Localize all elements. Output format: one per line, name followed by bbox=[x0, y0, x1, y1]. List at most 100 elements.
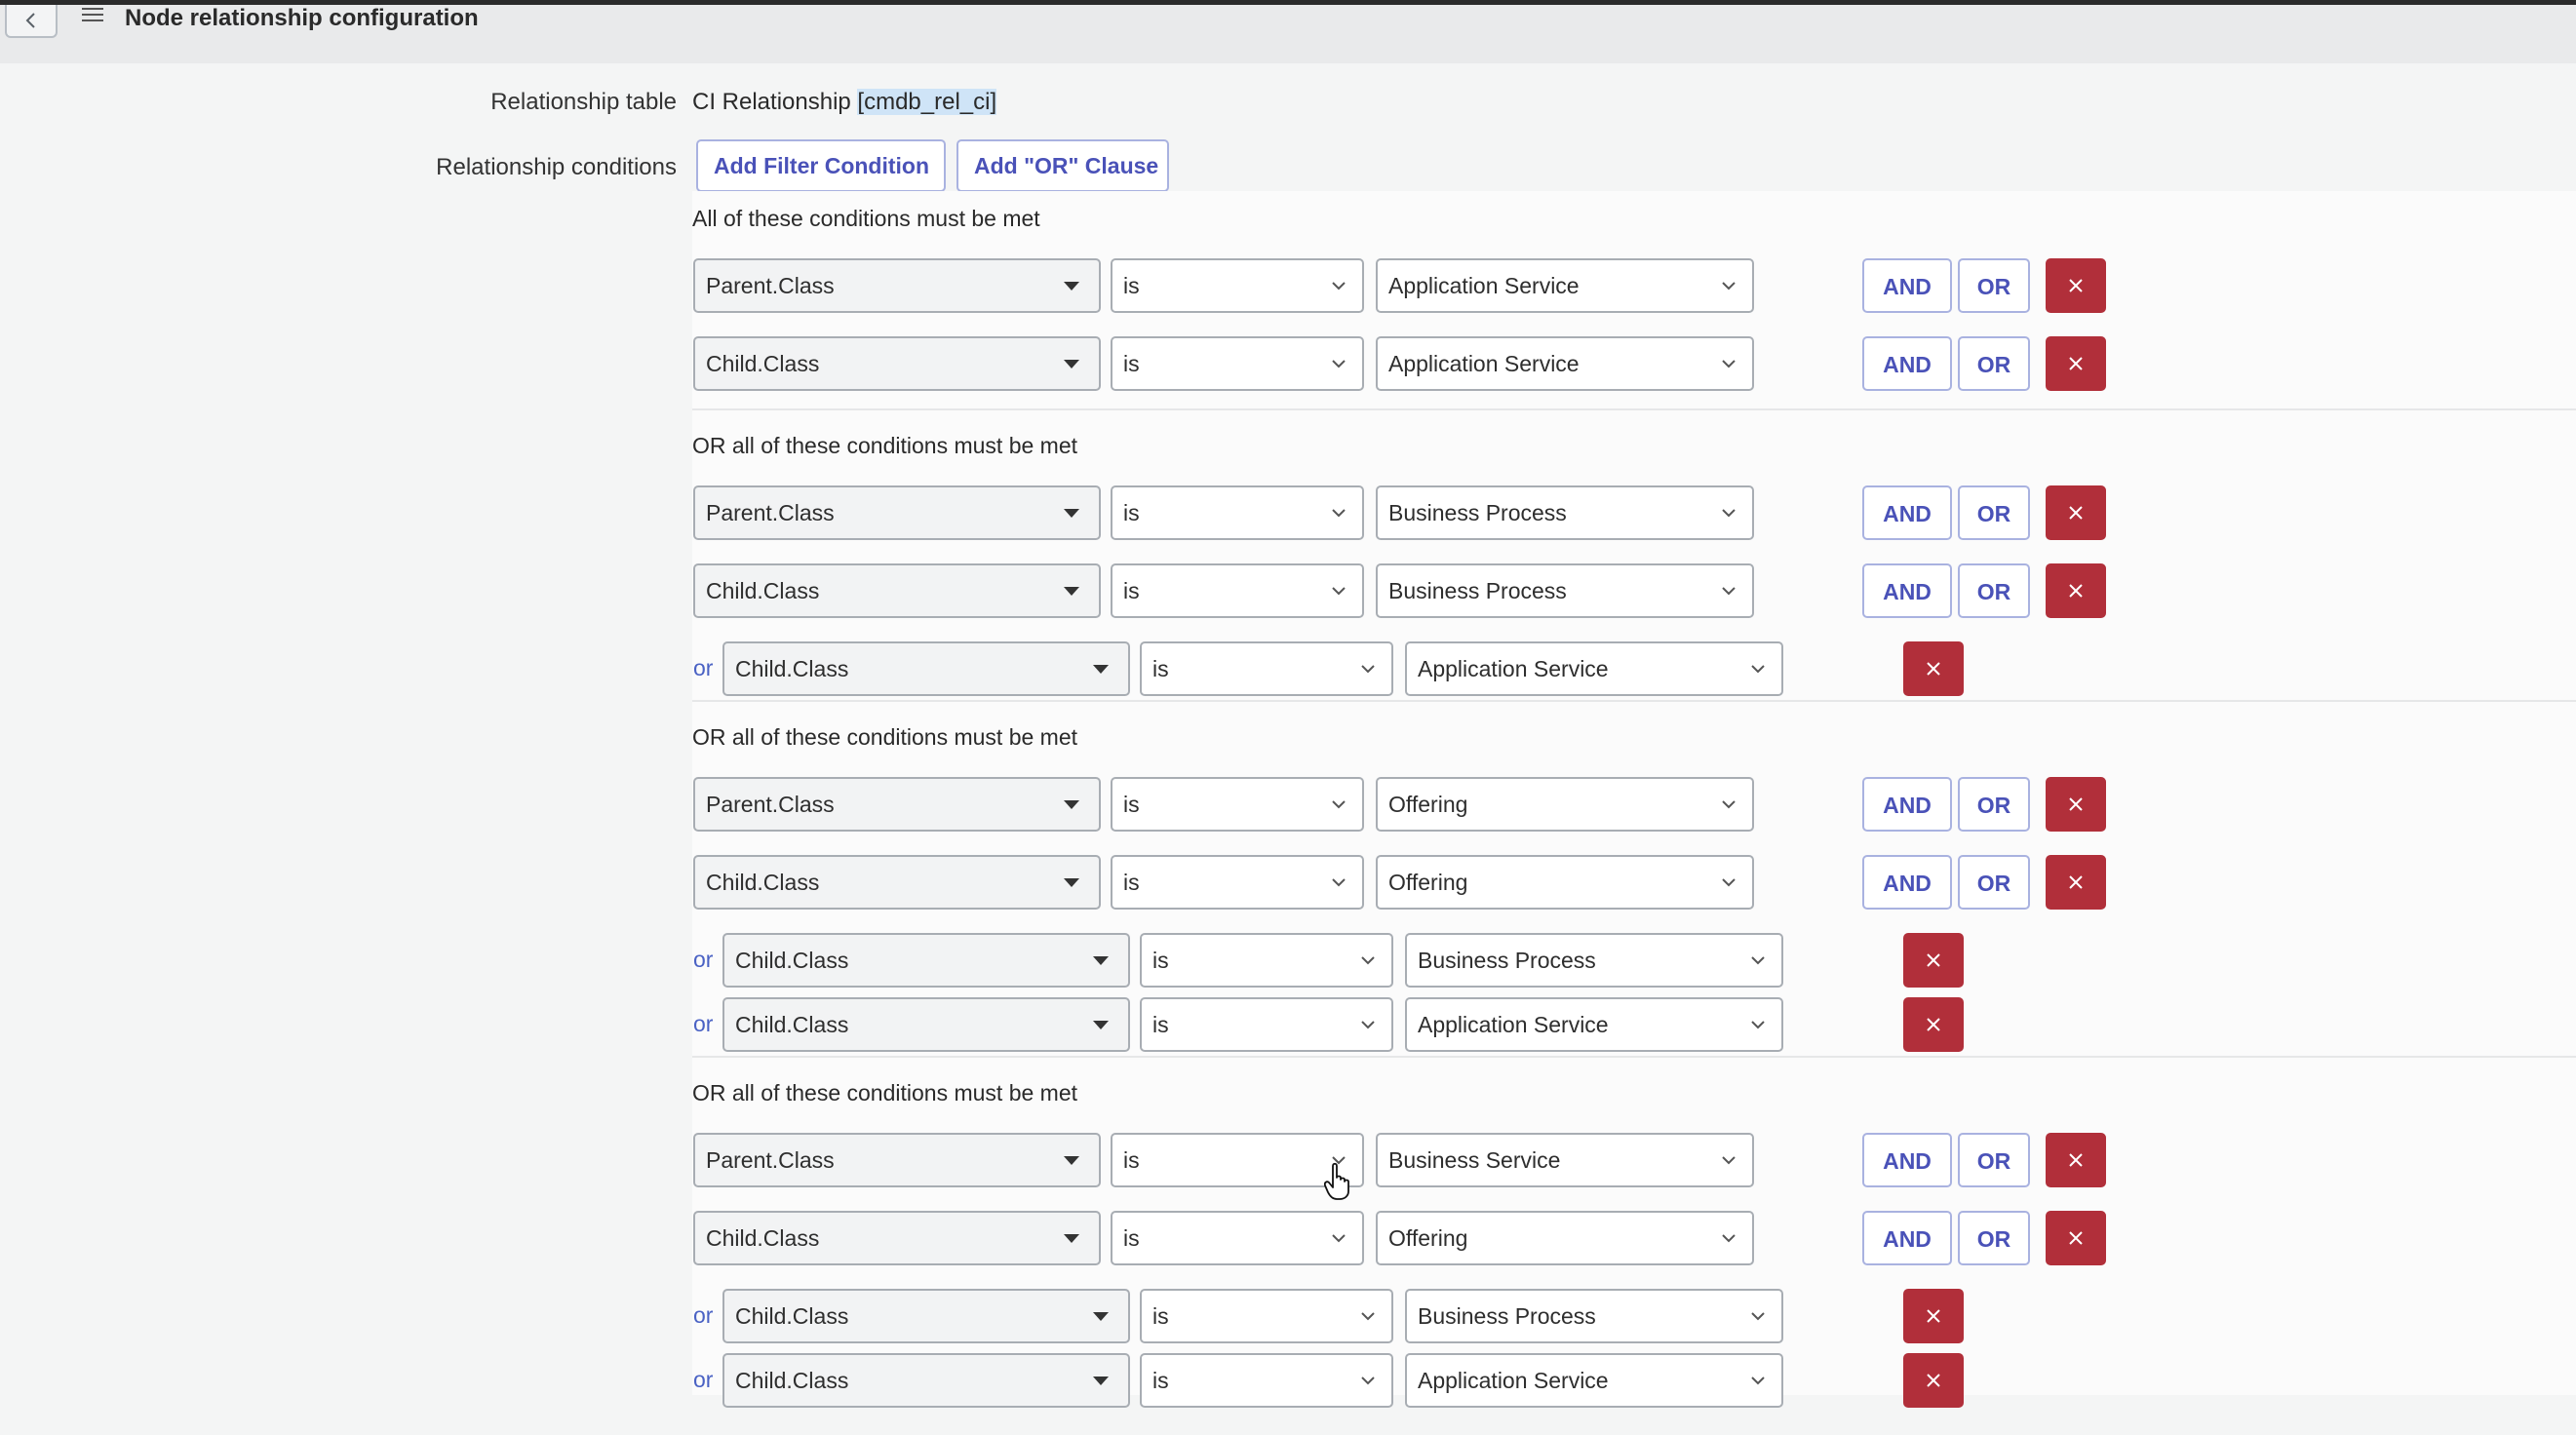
delete-condition-button[interactable] bbox=[2046, 1211, 2106, 1265]
delete-condition-button[interactable] bbox=[2046, 1133, 2106, 1187]
condition-field-select[interactable]: Parent.Class bbox=[693, 1133, 1101, 1187]
condition-value-text: Application Service bbox=[1388, 273, 1580, 298]
delete-condition-button[interactable] bbox=[1903, 1289, 1964, 1343]
condition-field-value: Child.Class bbox=[735, 1012, 849, 1037]
delete-condition-button[interactable] bbox=[1903, 997, 1964, 1052]
or-button[interactable]: OR bbox=[1958, 258, 2030, 313]
condition-value-select[interactable]: Application Service bbox=[1405, 1353, 1783, 1408]
condition-value-select[interactable]: Business Process bbox=[1405, 933, 1783, 988]
condition-value-select[interactable]: Application Service bbox=[1376, 336, 1754, 391]
condition-operator-select[interactable]: is bbox=[1140, 1289, 1393, 1343]
or-button[interactable]: OR bbox=[1958, 485, 2030, 540]
condition-field-select[interactable]: Child.Class bbox=[722, 997, 1130, 1052]
delete-condition-button[interactable] bbox=[2046, 563, 2106, 618]
or-condition-prefix: or bbox=[693, 1367, 714, 1392]
delete-condition-button[interactable] bbox=[2046, 777, 2106, 832]
add-filter-condition-button[interactable]: Add Filter Condition bbox=[696, 139, 946, 192]
condition-operator-select[interactable]: is bbox=[1111, 336, 1364, 391]
or-condition-prefix: or bbox=[693, 1302, 714, 1328]
condition-value-select[interactable]: Business Service bbox=[1376, 1133, 1754, 1187]
caret-down-icon bbox=[1093, 1377, 1109, 1385]
delete-condition-button[interactable] bbox=[2046, 258, 2106, 313]
condition-operator-select[interactable]: is bbox=[1140, 641, 1393, 696]
chevron-down-icon bbox=[1332, 509, 1346, 518]
delete-condition-button[interactable] bbox=[2046, 485, 2106, 540]
chevron-down-icon bbox=[1722, 800, 1736, 809]
delete-condition-button[interactable] bbox=[2046, 855, 2106, 910]
group-divider bbox=[692, 700, 2576, 702]
caret-down-icon bbox=[1093, 956, 1109, 965]
condition-field-select[interactable]: Child.Class bbox=[722, 933, 1130, 988]
or-button[interactable]: OR bbox=[1958, 777, 2030, 832]
condition-operator-select[interactable]: is bbox=[1111, 1133, 1364, 1187]
or-condition-prefix: or bbox=[693, 947, 714, 972]
or-button[interactable]: OR bbox=[1958, 1133, 2030, 1187]
condition-field-select[interactable]: Child.Class bbox=[722, 1289, 1130, 1343]
condition-value-select[interactable]: Business Process bbox=[1376, 563, 1754, 618]
caret-down-icon bbox=[1064, 878, 1079, 887]
condition-group-heading: OR all of these conditions must be met bbox=[692, 433, 1078, 458]
condition-operator-select[interactable]: is bbox=[1111, 258, 1364, 313]
and-button[interactable]: AND bbox=[1862, 563, 1952, 618]
condition-field-select[interactable]: Child.Class bbox=[722, 1353, 1130, 1408]
condition-operator-select[interactable]: is bbox=[1111, 777, 1364, 832]
condition-operator-select[interactable]: is bbox=[1111, 485, 1364, 540]
chevron-down-icon bbox=[1361, 1312, 1375, 1321]
condition-value-select[interactable]: Offering bbox=[1376, 855, 1754, 910]
close-icon bbox=[1927, 1374, 1940, 1387]
condition-operator-select[interactable]: is bbox=[1140, 1353, 1393, 1408]
close-icon bbox=[2069, 357, 2083, 370]
condition-field-select[interactable]: Child.Class bbox=[693, 855, 1101, 910]
condition-operator-select[interactable]: is bbox=[1111, 855, 1364, 910]
chevron-left-icon bbox=[25, 13, 35, 28]
condition-operator-select[interactable]: is bbox=[1111, 1211, 1364, 1265]
condition-field-select[interactable]: Child.Class bbox=[693, 1211, 1101, 1265]
condition-value-select[interactable]: Application Service bbox=[1376, 258, 1754, 313]
and-button[interactable]: AND bbox=[1862, 777, 1952, 832]
close-icon bbox=[2069, 279, 2083, 292]
condition-value-select[interactable]: Application Service bbox=[1405, 641, 1783, 696]
back-button[interactable] bbox=[5, 5, 58, 38]
delete-condition-button[interactable] bbox=[2046, 336, 2106, 391]
condition-value-select[interactable]: Offering bbox=[1376, 777, 1754, 832]
condition-field-select[interactable]: Parent.Class bbox=[693, 485, 1101, 540]
condition-operator-select[interactable]: is bbox=[1140, 933, 1393, 988]
and-button[interactable]: AND bbox=[1862, 855, 1952, 910]
chevron-down-icon bbox=[1332, 1234, 1346, 1243]
chevron-down-icon bbox=[1751, 1021, 1765, 1029]
condition-value-select[interactable]: Business Process bbox=[1405, 1289, 1783, 1343]
and-button[interactable]: AND bbox=[1862, 485, 1952, 540]
condition-value-select[interactable]: Offering bbox=[1376, 1211, 1754, 1265]
condition-value-select[interactable]: Business Process bbox=[1376, 485, 1754, 540]
condition-value-select[interactable]: Application Service bbox=[1405, 997, 1783, 1052]
condition-field-select[interactable]: Parent.Class bbox=[693, 777, 1101, 832]
condition-field-select[interactable]: Child.Class bbox=[693, 563, 1101, 618]
and-button[interactable]: AND bbox=[1862, 336, 1952, 391]
hamburger-menu-icon[interactable] bbox=[82, 7, 103, 24]
add-or-clause-button[interactable]: Add "OR" Clause bbox=[956, 139, 1169, 192]
delete-condition-button[interactable] bbox=[1903, 1353, 1964, 1408]
or-button[interactable]: OR bbox=[1958, 855, 2030, 910]
condition-operator-select[interactable]: is bbox=[1140, 997, 1393, 1052]
and-button[interactable]: AND bbox=[1862, 1211, 1952, 1265]
hand-cursor-icon bbox=[1324, 1162, 1349, 1200]
delete-condition-button[interactable] bbox=[1903, 933, 1964, 988]
condition-field-select[interactable]: Child.Class bbox=[722, 641, 1130, 696]
caret-down-icon bbox=[1093, 1312, 1109, 1321]
condition-operator-value: is bbox=[1152, 656, 1169, 681]
condition-operator-value: is bbox=[1123, 792, 1140, 817]
condition-field-select[interactable]: Parent.Class bbox=[693, 258, 1101, 313]
condition-value-text: Business Process bbox=[1388, 578, 1567, 603]
condition-field-select[interactable]: Child.Class bbox=[693, 336, 1101, 391]
and-button[interactable]: AND bbox=[1862, 1133, 1952, 1187]
condition-operator-select[interactable]: is bbox=[1111, 563, 1364, 618]
chevron-down-icon bbox=[1361, 1021, 1375, 1029]
condition-value-text: Offering bbox=[1388, 1225, 1468, 1251]
or-button[interactable]: OR bbox=[1958, 336, 2030, 391]
chevron-down-icon bbox=[1332, 587, 1346, 596]
delete-condition-button[interactable] bbox=[1903, 641, 1964, 696]
or-button[interactable]: OR bbox=[1958, 563, 2030, 618]
and-button[interactable]: AND bbox=[1862, 258, 1952, 313]
close-icon bbox=[2069, 506, 2083, 520]
or-button[interactable]: OR bbox=[1958, 1211, 2030, 1265]
